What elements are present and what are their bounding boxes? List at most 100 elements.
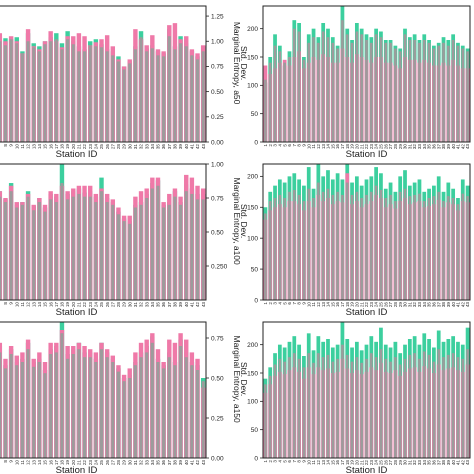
station-label: 28: [116, 460, 121, 466]
station-label: 23: [369, 460, 374, 466]
station-label: 19: [350, 460, 355, 466]
bar-gray-14: [326, 188, 330, 300]
station-label: 32: [139, 460, 144, 466]
station-label: 40: [184, 302, 189, 308]
bar-gray-15: [43, 373, 47, 458]
bar-gray-9: [9, 39, 13, 142]
station-label: 36: [161, 302, 166, 308]
station-label: 22: [82, 302, 87, 308]
station-label: 8: [297, 302, 302, 305]
bar-gray-35: [427, 354, 431, 458]
x-axis-label: Station ID: [346, 149, 388, 160]
bar-gray-42: [195, 370, 200, 458]
station-label: 31: [133, 460, 138, 466]
station-label: 1: [263, 460, 268, 463]
station-label: 9: [302, 144, 307, 147]
y-tick-label: 100: [247, 399, 258, 406]
bar-gray-2: [268, 375, 272, 458]
bar-gray-14: [37, 202, 41, 300]
station-label: 19: [350, 302, 355, 308]
bar-gray-18: [345, 182, 349, 300]
station-label: 3: [273, 144, 278, 147]
bar-gray-41: [190, 55, 194, 142]
station-label: 20: [354, 302, 359, 308]
bar-gray-26: [384, 198, 388, 300]
x-axis-label: Station ID: [56, 149, 98, 160]
station-label: 29: [398, 460, 403, 466]
station-label: 13: [31, 302, 36, 308]
station-label: 39: [446, 144, 451, 150]
bar-gray-5: [283, 198, 286, 300]
bar-gray-39: [179, 346, 183, 458]
bar-gray-7: [0, 196, 2, 300]
station-label: 24: [93, 460, 98, 466]
y-tick-label: 0.75: [211, 64, 224, 71]
station-label: 10: [14, 302, 19, 308]
bar-gray-11: [20, 53, 24, 142]
station-label: 17: [340, 144, 345, 150]
bar-gray-24: [94, 362, 98, 458]
station-label: 18: [60, 144, 65, 150]
bar-gray-30: [128, 223, 132, 300]
station-label: 21: [77, 144, 82, 150]
station-label: 43: [201, 460, 206, 466]
bar-gray-19: [350, 194, 354, 300]
station-label: 22: [82, 460, 87, 466]
bar-gray-35: [427, 198, 431, 300]
station-label: 35: [427, 302, 432, 308]
bar-gray-1: [264, 79, 267, 142]
bar-gray-6: [288, 357, 291, 458]
station-label: 33: [144, 144, 149, 150]
bar-gray-23: [88, 357, 92, 458]
bar-gray-25: [99, 47, 104, 142]
station-label: 43: [201, 302, 206, 308]
y-tick-label: 1.00: [211, 161, 224, 168]
station-label: 30: [127, 302, 132, 308]
bar-gray-5: [283, 62, 286, 142]
station-label: 26: [383, 144, 388, 150]
bar-gray-20: [71, 44, 75, 142]
bar-gray-21: [77, 349, 81, 458]
bar-gray-39: [179, 43, 183, 142]
bar-gray-27: [111, 204, 115, 300]
bar-gray-38: [442, 357, 445, 458]
bar-gray-22: [365, 358, 368, 458]
bar-gray-35: [156, 55, 160, 142]
station-label: 12: [316, 302, 321, 308]
station-label: 16: [48, 302, 53, 308]
bar-gray-28: [394, 48, 397, 142]
station-label: 22: [364, 460, 369, 466]
bar-gray-4: [278, 358, 282, 458]
station-label: 32: [412, 144, 417, 150]
station-label: 27: [388, 460, 393, 466]
bar-gray-35: [156, 185, 160, 300]
station-label: 23: [88, 460, 93, 466]
bar-gray-31: [408, 354, 412, 458]
station-label: 27: [388, 144, 393, 150]
bar-gray-10: [307, 353, 311, 458]
bar-gray-42: [461, 193, 465, 300]
bar-gray-30: [403, 358, 407, 458]
station-label: 8: [3, 302, 8, 305]
bar-gray-10: [307, 188, 311, 300]
station-label: 26: [383, 460, 388, 466]
bar-gray-32: [413, 353, 416, 458]
bar-gray-23: [88, 45, 92, 142]
station-label: 33: [417, 460, 422, 466]
station-label: 8: [3, 144, 8, 147]
bar-gray-11: [20, 362, 24, 458]
station-label: 30: [403, 460, 408, 466]
bar-gray-6: [288, 57, 291, 142]
station-label: 14: [37, 302, 42, 308]
station-label: 41: [189, 302, 194, 308]
station-label: 21: [77, 302, 82, 308]
bar-gray-27: [389, 194, 392, 300]
station-label: 19: [65, 302, 70, 308]
bar-gray-18: [60, 333, 64, 458]
y-tick-label: 1.00: [211, 39, 224, 46]
bar-gray-29: [398, 51, 402, 142]
y-axis-label: Std. Dev.: [239, 362, 249, 396]
